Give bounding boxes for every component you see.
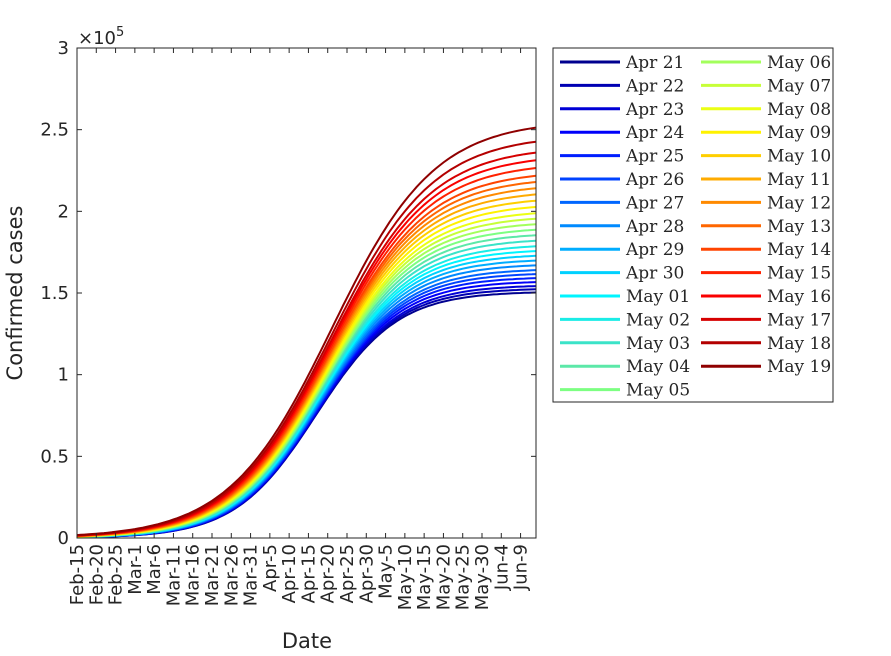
legend-entry-label: May 08	[767, 100, 831, 120]
x-tick-label: Apr-10	[279, 544, 300, 603]
x-tick-label: Jun-4	[491, 544, 512, 591]
y-exponent-label: ×105	[78, 25, 124, 49]
x-tick-label: May-30	[472, 544, 493, 610]
legend-entry-label: May 13	[767, 217, 831, 237]
x-tick-label: May-10	[395, 544, 416, 610]
x-axis: Feb-15Feb-20Feb-25Mar-1Mar-6Mar-11Mar-16…	[67, 48, 532, 610]
x-tick-label: Apr-15	[298, 544, 319, 603]
legend-entry-label: Apr 26	[625, 170, 684, 190]
legend-entry-label: May 18	[767, 334, 831, 354]
x-tick-label: May-15	[414, 544, 435, 610]
legend-entry-label: May 15	[767, 264, 831, 284]
legend-entry-label: May 11	[767, 170, 831, 190]
x-tick-label: Apr-30	[356, 544, 377, 603]
legend-entry-label: May 06	[767, 53, 831, 73]
y-axis: 0 0.5 1 1.5 2 2.5 3	[40, 38, 536, 549]
x-tick-label: Apr-20	[318, 544, 339, 603]
legend-entry-label: May 02	[626, 310, 690, 330]
legend-entry-label: May 05	[626, 381, 690, 401]
legend-entry-label: Apr 27	[625, 193, 684, 213]
legend-entry-label: May 01	[626, 287, 690, 307]
y-tick-label: 0	[58, 528, 69, 549]
legend: Apr 21 Apr 22 Apr 23 Apr 24 Apr 25 Apr 26 Apr …	[552, 47, 834, 403]
legend-entry-label: Apr 25	[625, 147, 684, 167]
y-tick-label: 0.5	[40, 446, 69, 467]
x-tick-label: Mar-6	[144, 544, 165, 595]
legend-entry-label: May 10	[767, 147, 831, 167]
y-tick-label: 2	[58, 201, 69, 222]
legend-entry-label: May 09	[767, 123, 831, 143]
y-axis-label: Confirmed cases	[3, 206, 27, 381]
legend-entry-label: May 17	[767, 310, 831, 330]
x-tick-label: May-25	[453, 544, 474, 610]
x-tick-label: Mar-1	[125, 544, 146, 595]
legend-entry-label: May 03	[626, 334, 690, 354]
legend-entry-label: Apr 21	[625, 53, 684, 73]
legend-entry-label: Apr 28	[625, 217, 684, 237]
y-tick-label: 1.5	[40, 283, 69, 304]
legend-entry-label: May 12	[767, 193, 831, 213]
x-tick-label: May-5	[376, 544, 397, 599]
legend-entry-label: Apr 22	[625, 76, 684, 96]
y-tick-label: 1	[58, 365, 69, 386]
x-tick-label: May-20	[433, 544, 454, 610]
legend-entry-label: Apr 29	[625, 240, 684, 260]
x-tick-label: Feb-25	[106, 544, 127, 605]
legend-entry-label: May 16	[767, 287, 831, 307]
x-tick-label: Mar-26	[221, 544, 242, 606]
x-axis-label: Date	[282, 629, 332, 653]
legend-entry-label: May 07	[767, 76, 831, 96]
x-tick-label: Mar-16	[183, 544, 204, 606]
x-tick-label: Mar-31	[241, 544, 262, 606]
legend-entry-label: Apr 24	[625, 123, 684, 143]
plot-area	[77, 48, 536, 538]
series-lines	[76, 126, 537, 539]
legend-entry-label: Apr 23	[625, 100, 684, 120]
series-line	[76, 126, 537, 537]
x-tick-label: Apr-5	[260, 544, 281, 592]
legend-entry-label: May 04	[626, 357, 690, 377]
x-tick-label: Mar-11	[163, 544, 184, 606]
legend-entry-label: Apr 30	[625, 264, 684, 284]
x-tick-label: Feb-20	[86, 544, 107, 605]
x-tick-label: Apr-25	[337, 544, 358, 603]
y-tick-label: 3	[58, 38, 69, 59]
legend-entry-label: May 14	[767, 240, 831, 260]
y-tick-label: 2.5	[40, 120, 69, 141]
x-tick-label: Mar-21	[202, 544, 223, 606]
x-tick-label: Jun-9	[511, 544, 532, 591]
x-tick-label: Feb-15	[67, 544, 88, 605]
legend-entry-label: May 19	[767, 357, 831, 377]
